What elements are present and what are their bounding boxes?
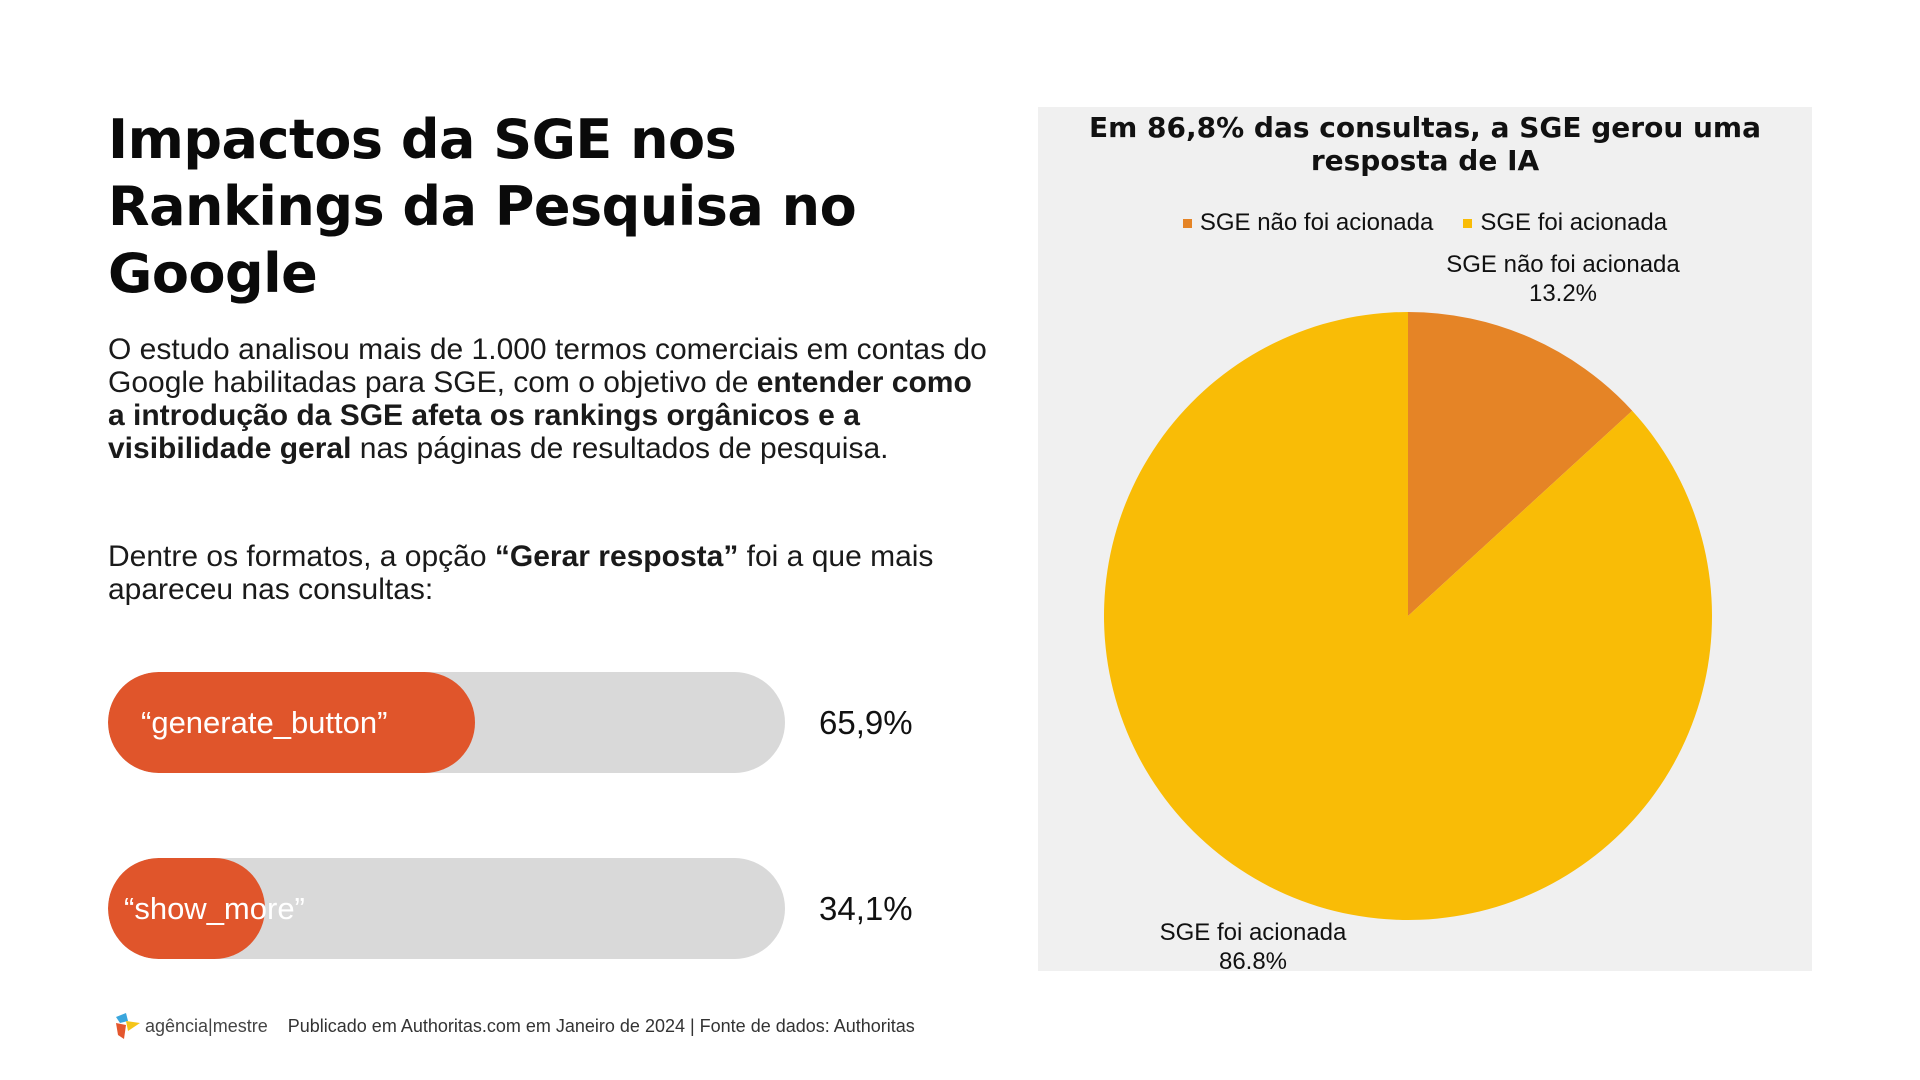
chart-legend: SGE não foi acionada SGE foi acionada [1038,209,1812,237]
intro-text-1: O estudo analisou mais de 1.000 termos c… [108,333,987,399]
formats-paragraph: Dentre os formatos, a opção “Gerar respo… [108,540,988,606]
progress-bar-fill [108,672,475,773]
progress-bar-value: 34,1% [819,890,913,927]
legend-label: SGE foi acionada [1480,209,1668,236]
footer: agência|mestre Publicado em Authoritas.c… [114,1012,915,1040]
pie-slice-triggered [1104,312,1712,921]
pie-chart [1104,312,1712,921]
progress-bar-label: “show_more” [124,891,305,926]
legend-swatch-icon [1463,218,1473,228]
pie-slice-not-triggered [1408,312,1633,616]
slice-label-name: SGE foi acionada [1159,919,1347,946]
progress-bar-fill [108,858,265,959]
logo-icon [116,1013,140,1039]
intro-paragraph: O estudo analisou mais de 1.000 termos c… [108,333,988,465]
formats-text-1: Dentre os formatos, a opção [108,540,495,573]
intro-text-2: nas páginas de resultados de pesquisa. [351,432,889,465]
slice-label-value: 13.2% [1528,280,1598,307]
pie-chart-panel: Em 86,8% das consultas, a SGE gerou uma … [1038,107,1812,975]
page-title: Impactos da SGE nos Rankings da Pesquisa… [108,108,857,305]
agencia-mestre-logo: agência|mestre [114,1011,268,1041]
slice-label-triggered: SGE foi acionada 86.8% [1128,918,1378,976]
chart-title: Em 86,8% das consultas, a SGE gerou uma … [1088,111,1761,177]
slice-label-value: 86.8% [1218,948,1288,975]
legend-label: SGE não foi acionada [1199,209,1434,236]
progress-bar-show-more: “show_more” [108,858,785,959]
progress-bar-value: 65,9% [819,704,913,741]
logo-text: agência|mestre [145,1015,268,1036]
legend-item-not-triggered: SGE não foi acionada [1182,209,1434,237]
legend-item-triggered: SGE foi acionada [1463,209,1667,237]
intro-text-bold: entender como a introdução da SGE afeta … [108,366,972,465]
progress-bar-generate-button: “generate_button” [108,672,785,773]
legend-swatch-icon [1182,218,1192,228]
formats-text-bold: “Gerar resposta” [494,540,739,573]
footer-credit: Publicado em Authoritas.com em Janeiro d… [287,1015,915,1036]
slice-label-not-triggered: SGE não foi acionada 13.2% [1418,250,1708,308]
progress-bar-label: “generate_button” [141,705,388,740]
formats-text-2: foi a que mais apareceu nas consultas: [108,540,934,606]
slice-label-name: SGE não foi acionada [1446,251,1680,278]
